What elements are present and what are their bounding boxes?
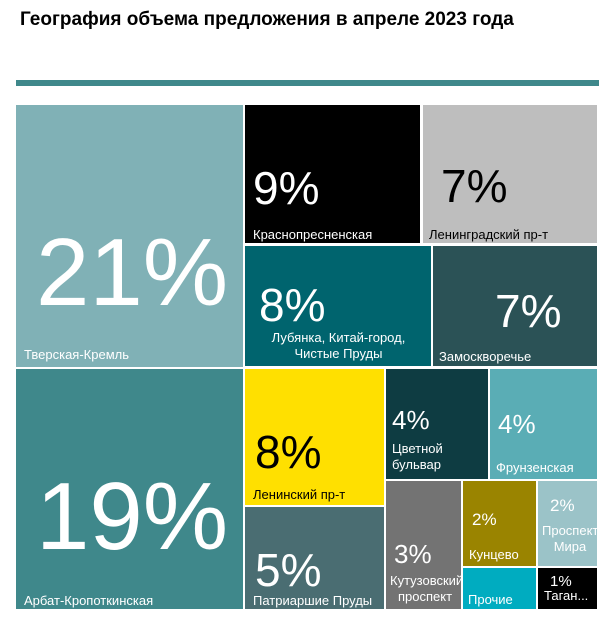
tile-name-label: Таган... xyxy=(544,588,589,603)
tile-name-label: Тверская-Кремль xyxy=(24,347,129,362)
tile-percent-label: 1% xyxy=(550,573,572,590)
tile-name-label: Лубянка, Китай-город, Чистые Пруды xyxy=(271,330,406,362)
tile-percent-label: 2% xyxy=(472,510,497,529)
treemap-tile: 7% Ленинградский пр-т xyxy=(423,105,597,243)
tile-name-label: Патриаршие Пруды xyxy=(253,593,373,608)
treemap-tile: Прочие xyxy=(463,568,536,609)
tile-name-label: Ленинградский пр-т xyxy=(429,227,549,242)
tile-name-label: Прочие xyxy=(468,592,513,607)
treemap-tile: 3% Кутузовский проспект xyxy=(386,481,461,609)
chart-title: География объема предложения в апреле 20… xyxy=(20,9,514,30)
tile-name-label: Арбат-Кропоткинская xyxy=(24,593,154,608)
treemap-tile: 7% Замоскворечье xyxy=(433,246,597,366)
treemap-tile: 8% Ленинский пр-т xyxy=(245,369,384,505)
tile-name-label: Замоскворечье xyxy=(439,349,532,364)
title-underline xyxy=(16,80,599,86)
tile-percent-label: 21% xyxy=(36,219,229,326)
tile-percent-label: 7% xyxy=(495,285,562,337)
tile-percent-label: 3% xyxy=(394,539,432,569)
tile-name-label: Краснопресненская xyxy=(253,227,373,242)
tile-percent-label: 4% xyxy=(392,405,430,435)
tile-percent-label: 8% xyxy=(255,426,322,478)
tile-name-label: Проспект Мира xyxy=(542,523,597,555)
treemap-tile: 21% Тверская-Кремль xyxy=(16,105,243,367)
treemap-tile: 8% Лубянка, Китай-город, Чистые Пруды xyxy=(245,246,431,366)
tile-name-label: Ленинский пр-т xyxy=(253,487,346,502)
treemap-tile: 4% Фрунзенская xyxy=(490,369,597,479)
treemap-tile: 9% Краснопресненская xyxy=(245,105,420,243)
tile-name-label: Кутузовский проспект xyxy=(390,573,461,605)
tile-percent-label: 7% xyxy=(441,160,508,212)
treemap-tile: 5% Патриаршие Пруды xyxy=(245,507,384,609)
treemap-tile: 2% Проспект Мира xyxy=(538,481,597,566)
tile-percent-label: 4% xyxy=(498,409,536,439)
tile-name-label: Фрунзенская xyxy=(496,460,574,475)
treemap-tile: 1% Таган... xyxy=(538,568,597,609)
tile-percent-label: 5% xyxy=(255,544,322,596)
tile-percent-label: 9% xyxy=(253,162,320,214)
tile-name-label: Цветной бульвар xyxy=(392,441,443,473)
tile-percent-label: 19% xyxy=(36,463,229,570)
tile-name-label: Кунцево xyxy=(469,547,519,562)
tile-percent-label: 2% xyxy=(550,496,575,515)
treemap-tile: 2% Кунцево xyxy=(463,481,536,566)
treemap-tile: 4% Цветной бульвар xyxy=(386,369,488,479)
treemap-tile: 19% Арбат-Кропоткинская xyxy=(16,369,243,609)
tile-percent-label: 8% xyxy=(259,279,326,331)
